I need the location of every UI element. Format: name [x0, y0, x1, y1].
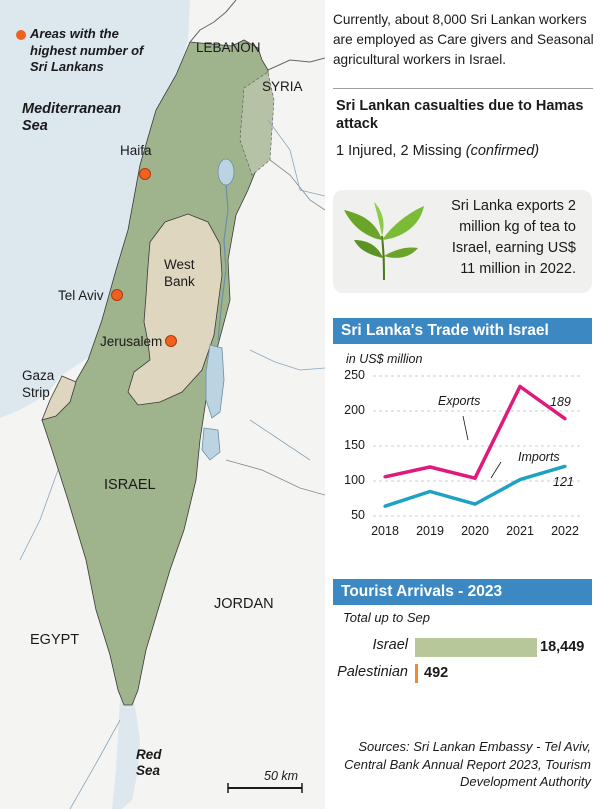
exports-point	[563, 417, 567, 421]
imports-end-label: 121	[553, 475, 574, 489]
tel-aviv-dot	[111, 289, 123, 301]
jerusalem-label: Jerusalem	[100, 334, 163, 349]
legend-dot	[16, 30, 26, 40]
trade-chart	[373, 375, 583, 517]
x-tick-label: 2018	[371, 524, 399, 538]
gaza-strip-territory	[41, 375, 77, 421]
map	[0, 0, 325, 809]
casualties-body: 1 Injured, 2 Missing (confirmed)	[336, 143, 539, 159]
red-sea	[112, 700, 140, 809]
divider	[333, 88, 593, 89]
imports-label: Imports	[518, 450, 560, 464]
scale-label: 50 km	[264, 769, 299, 783]
sources: Sources: Sri Lankan Embassy - Tel Aviv, …	[344, 739, 591, 789]
tea-text: Sri Lanka exports 2 million kg of tea to…	[451, 198, 576, 277]
x-tick-label: 2022	[551, 524, 579, 538]
y-tick-label: 250	[344, 368, 365, 382]
imports-point	[563, 464, 567, 468]
mediterranean-sea	[0, 0, 190, 418]
y-tick-label: 200	[344, 403, 365, 417]
jerusalem-dot	[165, 335, 177, 347]
casualties-note: (confirmed)	[465, 143, 540, 159]
intro-text: Currently, about 8,000 Sri Lankan worker…	[333, 12, 594, 67]
exports-point	[428, 465, 432, 469]
imports-point	[428, 489, 432, 494]
exports-point	[473, 476, 477, 480]
legend-label: Areas with the highest number of Sri Lan…	[30, 26, 144, 74]
y-tick-label: 100	[344, 473, 365, 487]
dead-sea	[205, 344, 225, 419]
lebanon-label: LEBANON	[196, 40, 261, 55]
west-bank-label: West Bank	[164, 257, 195, 289]
casualties-title: Sri Lankan casualties due to Hamas attac…	[336, 98, 584, 132]
tourism-value-palestinian: 492	[424, 665, 449, 681]
sea-label: Mediterranean Sea	[22, 101, 122, 134]
syria-label: SYRIA	[262, 79, 303, 94]
imports-point	[383, 504, 387, 508]
y-tick-label: 50	[351, 508, 365, 522]
haifa-dot	[139, 168, 151, 180]
lebanon-border	[189, 0, 237, 43]
jordan-border	[225, 159, 325, 496]
exports-leader	[462, 415, 469, 441]
tea-leaf-icon	[344, 202, 424, 281]
trade-title: Sri Lanka's Trade with Israel	[333, 318, 592, 344]
tourism-title: Tourist Arrivals - 2023	[333, 579, 592, 605]
exports-point	[383, 475, 387, 479]
imports-point	[518, 478, 522, 482]
tourism-value-israel: 18,449	[540, 639, 585, 655]
tourism-bar-palestinian	[415, 664, 419, 683]
tourism-bar-israel	[415, 638, 537, 657]
x-tick-label: 2020	[461, 524, 489, 538]
tourism-name-israel: Israel	[372, 637, 408, 653]
casualties-count: 1 Injured, 2 Missing	[336, 143, 462, 159]
imports-leader	[490, 461, 502, 479]
sea-of-galilee	[217, 158, 235, 186]
israel-label: ISRAEL	[104, 477, 156, 493]
imports-point	[473, 502, 477, 506]
tel-aviv-label: Tel Aviv	[58, 288, 104, 303]
exports-point	[518, 384, 522, 389]
jordan-river	[217, 184, 229, 341]
tourism-name-palestinian: Palestinian	[337, 664, 408, 680]
x-tick-label: 2019	[416, 524, 444, 538]
red-sea-label: Red Sea	[136, 747, 162, 778]
jordan-label: JORDAN	[214, 596, 274, 612]
trade-unit: in US$ million	[346, 352, 423, 366]
gaza-strip-label: Gaza Strip	[22, 368, 55, 400]
exports-label: Exports	[438, 394, 481, 408]
egypt-label: EGYPT	[30, 632, 80, 648]
river-lines	[19, 119, 325, 809]
dead-sea-south	[201, 427, 221, 461]
west-bank-territory	[127, 213, 223, 406]
exports-end-label: 189	[550, 395, 571, 409]
x-tick-label: 2021	[506, 524, 534, 538]
syria-border	[267, 57, 325, 71]
haifa-label: Haifa	[120, 143, 152, 158]
y-tick-label: 150	[344, 438, 365, 452]
tourism-subtitle: Total up to Sep	[343, 610, 430, 625]
